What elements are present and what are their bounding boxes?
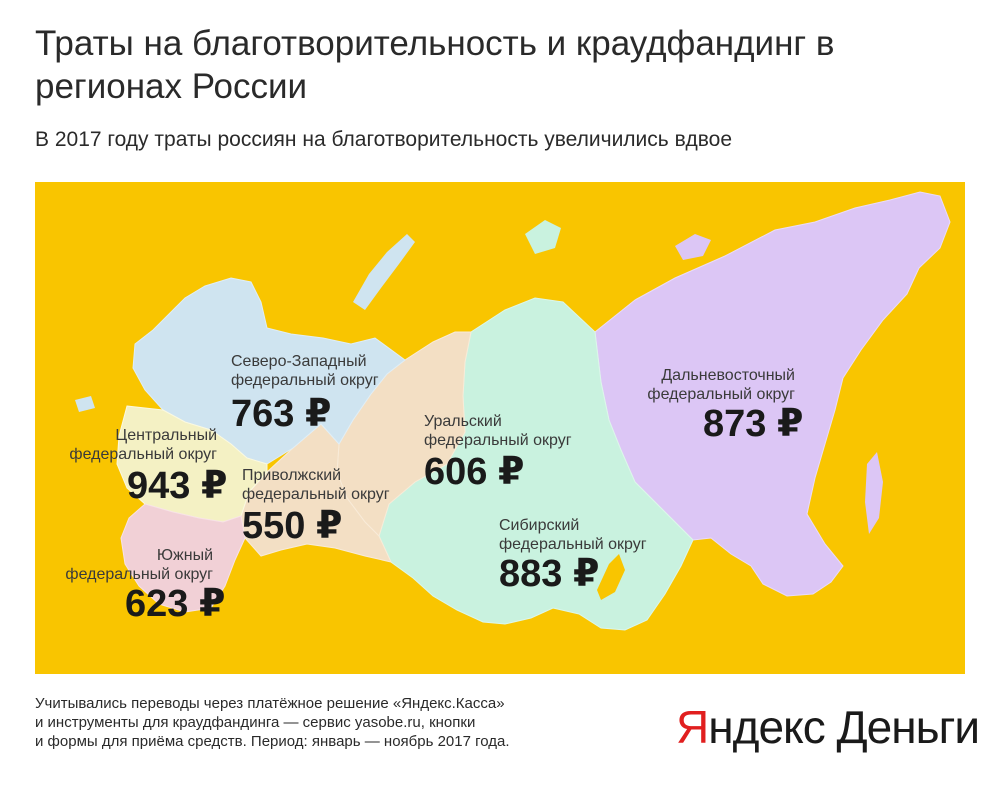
page-subtitle: В 2017 году траты россиян на благотворит… <box>35 128 733 151</box>
ural-label-line2: федеральный округ <box>424 432 572 449</box>
fareast-value: 873 ₽ <box>703 403 804 445</box>
ural-value: 606 ₽ <box>424 451 525 493</box>
south-label-line2: федеральный округ <box>65 566 213 583</box>
ural-label: Уральский федеральный округ <box>424 412 572 450</box>
northwest-label-line1: Северо-Западный <box>231 353 367 370</box>
logo-rest-text: ндекс Деньги <box>708 701 980 753</box>
south-label: Южный федеральный округ <box>39 546 213 584</box>
fareast-label: Дальневосточный федеральный округ <box>615 366 795 404</box>
siberia-value: 883 ₽ <box>499 553 600 595</box>
volga-label-line2: федеральный округ <box>242 486 390 503</box>
volga-label: Приволжский федеральный округ <box>242 466 390 504</box>
page-title: Траты на благотворительность и краудфанд… <box>35 24 835 106</box>
south-region <box>120 503 246 613</box>
logo-first-letter: Я <box>676 701 709 753</box>
ural-label-line1: Уральский <box>424 413 502 430</box>
fareast-label-line2: федеральный округ <box>647 386 795 403</box>
central-label-line1: Центральный <box>115 427 217 444</box>
volga-value: 550 ₽ <box>242 505 343 547</box>
footnote: Учитывались переводы через платёжное реш… <box>35 694 595 751</box>
northwest-region <box>132 277 406 465</box>
central-label-line2: федеральный округ <box>69 446 217 463</box>
map-shapes <box>75 191 951 631</box>
siberia-label-line2: федеральный округ <box>499 536 647 553</box>
footnote-line1: Учитывались переводы через платёжное реш… <box>35 695 505 712</box>
northwest-label: Северо-Западный федеральный округ <box>231 352 379 390</box>
baikal-lake <box>597 554 625 600</box>
fareast-label-line1: Дальневосточный <box>661 367 795 384</box>
novaya-zemlya-island <box>353 234 415 310</box>
new-siberian-islands <box>675 234 711 260</box>
siberia-label-line1: Сибирский <box>499 517 580 534</box>
central-label: Центральный федеральный округ <box>39 426 217 464</box>
footnote-line3: и формы для приёма средств. Период: янва… <box>35 733 510 750</box>
kaliningrad-exclave <box>75 396 95 412</box>
russia-map: Северо-Западный федеральный округ 763 ₽ … <box>35 182 965 674</box>
sakhalin-island <box>865 452 883 534</box>
severnaya-zemlya-island <box>525 220 561 254</box>
yandex-money-logo: Яндекс Деньги <box>676 700 980 754</box>
south-value: 623 ₽ <box>125 583 226 625</box>
south-label-line1: Южный <box>156 547 213 564</box>
footnote-line2: и инструменты для краудфандинга — сервис… <box>35 714 476 731</box>
central-region <box>116 405 268 523</box>
volga-label-line1: Приволжский <box>242 467 342 484</box>
northwest-value: 763 ₽ <box>231 393 332 435</box>
siberia-label: Сибирский федеральный округ <box>499 516 647 554</box>
central-value: 943 ₽ <box>127 465 228 507</box>
northwest-label-line2: федеральный округ <box>231 372 379 389</box>
